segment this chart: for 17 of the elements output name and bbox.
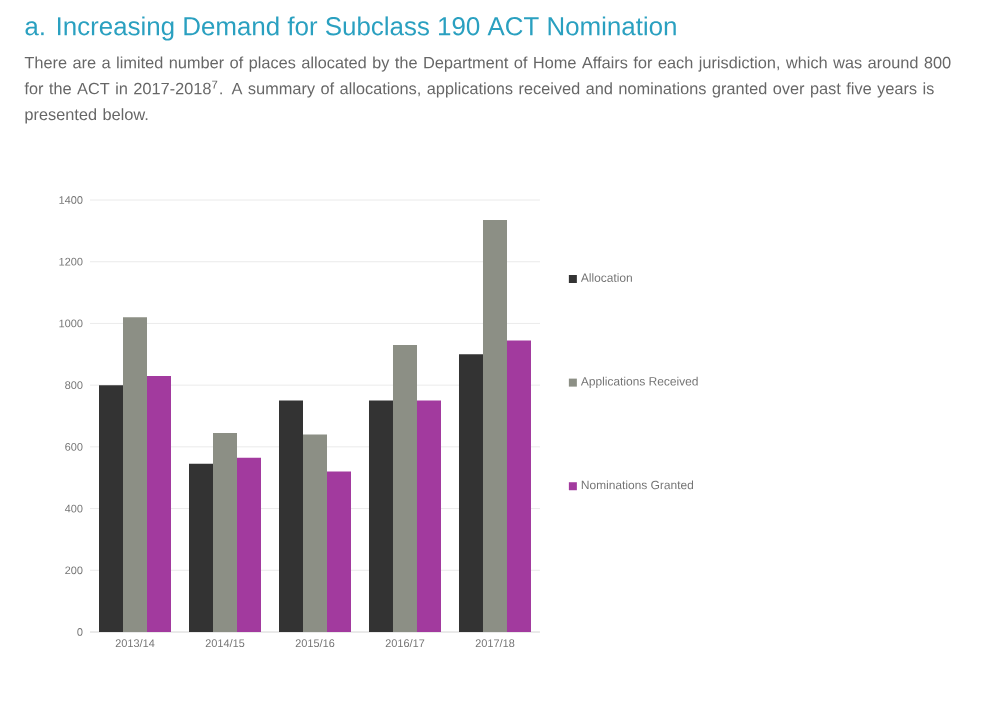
bar — [458, 354, 483, 632]
bar — [416, 400, 441, 632]
bar — [123, 317, 147, 632]
bar — [213, 432, 237, 632]
bar — [279, 400, 303, 632]
bar — [237, 457, 261, 632]
bar — [368, 400, 393, 632]
bar — [147, 375, 171, 632]
chart-title: a. Increasing Demand for Subclass 190 ACT Nomination — [25, 16, 676, 41]
bar — [506, 340, 531, 632]
bar — [99, 385, 123, 632]
bar — [392, 345, 417, 632]
bar — [327, 471, 351, 632]
bar — [189, 463, 213, 632]
bar — [303, 434, 327, 632]
text: There are a limited number of places allocated by the Department of Home Affairs for each jurisdiction, which was around 800 for the ACT in 2017-2018$^{7}$. A summary of allocations, applications received and nominations granted over past five years is presented below. — [24, 56, 951, 124]
bar — [482, 220, 507, 632]
